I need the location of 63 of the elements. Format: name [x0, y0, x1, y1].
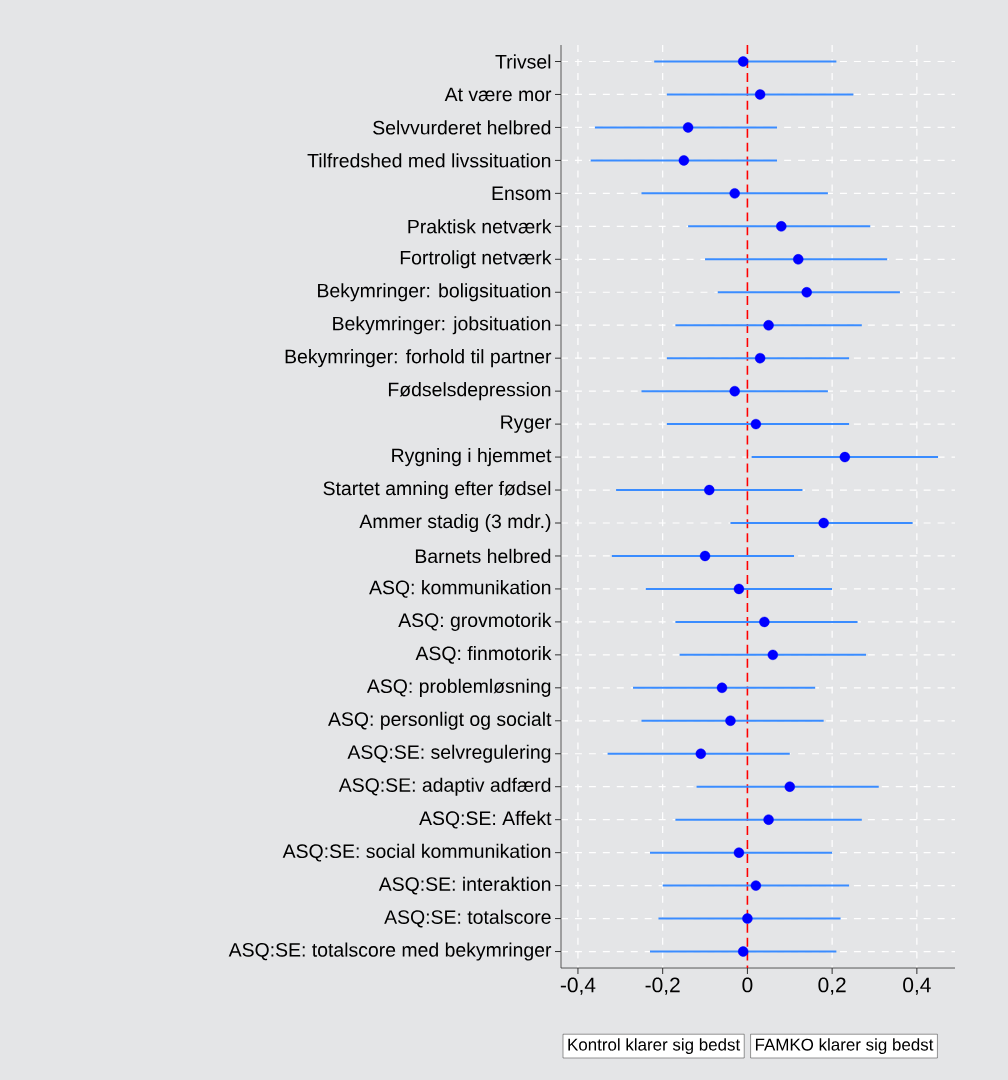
point	[729, 385, 740, 397]
point	[767, 649, 779, 661]
y-tick-label: Bekymringer: forhold til partner	[285, 349, 552, 368]
y-tick-label: ASQ:SE: totalscore med bekymringer	[228, 942, 552, 961]
y-tick-label: ASQ: personligt og socialt	[328, 711, 552, 730]
point	[678, 155, 690, 166]
text: FAMKO klarer sig bedst	[755, 1038, 934, 1054]
point	[784, 781, 795, 792]
y-tick-label: Praktisk netværk	[408, 219, 552, 234]
point	[763, 814, 774, 825]
point	[750, 880, 762, 891]
point	[754, 89, 766, 100]
point	[750, 418, 762, 430]
x-tick-label: 0,2	[818, 977, 846, 995]
y-tick-label: ASQ: problemløsning	[366, 678, 551, 697]
x-tick-label: 0,4	[903, 977, 931, 995]
y-tick-label: Trivsel	[495, 54, 551, 69]
point	[776, 221, 787, 232]
y-tick-label: Ryger	[501, 415, 552, 433]
point	[754, 353, 766, 364]
point	[682, 122, 694, 133]
point	[737, 946, 749, 957]
point	[818, 517, 829, 529]
point	[695, 748, 706, 759]
point	[729, 188, 740, 199]
y-tick-label: ASQ:SE: selvregulering	[347, 744, 551, 763]
point	[742, 913, 753, 924]
y-tick-label: ASQ: grovmotorik	[398, 612, 552, 631]
y-tick-label: ASQ:SE: totalscore	[384, 909, 551, 928]
y-tick-label: Ammer stadig (3 mdr.)	[359, 513, 551, 533]
x-tick-label: 0	[742, 977, 753, 993]
text: Kontrol klarer sig bedst	[568, 1038, 741, 1054]
point	[725, 715, 736, 726]
x-tick-label: -0,2	[645, 977, 680, 995]
y-tick-label: ASQ:SE: social kommunikation	[282, 843, 551, 862]
y-tick-label: ASQ:SE: interaktion	[378, 876, 551, 895]
y-tick-label: At være mor	[444, 87, 552, 102]
y-tick-label: ASQ: finmotorik	[415, 645, 552, 664]
point	[716, 682, 728, 694]
point	[839, 451, 851, 463]
y-tick-label: ASQ:SE: Affekt	[419, 810, 552, 829]
point	[801, 287, 812, 298]
point	[793, 254, 804, 265]
y-tick-label: Startet amning efter fødsel	[323, 480, 551, 500]
y-tick-label: Fortroligt netværk	[400, 250, 552, 269]
y-tick-label: Fødselsdepression	[388, 382, 551, 401]
point	[733, 847, 745, 858]
point	[759, 616, 770, 628]
y-tick-label: Bekymringer: jobsituation	[333, 316, 551, 335]
y-tick-label: ASQ: kommunikation	[369, 580, 551, 598]
y-tick-label: Tilfredshed med livssituation	[307, 153, 551, 168]
y-tick-label: Bekymringer: boligsituation	[318, 283, 551, 302]
y-tick-label: Selvvurderet helbred	[373, 120, 551, 135]
y-tick-label: ASQ:SE: adaptiv adfærd	[338, 777, 551, 796]
y-tick-label: Rygning i hjemmet	[392, 448, 552, 467]
point	[737, 56, 749, 67]
y-tick-label: Ensom	[492, 186, 551, 201]
point	[763, 320, 774, 331]
x-tick-label: -0,4	[560, 977, 596, 995]
point	[699, 550, 711, 562]
y-tick-label: Barnets helbred	[415, 548, 551, 564]
point	[733, 583, 745, 595]
point	[704, 484, 715, 496]
